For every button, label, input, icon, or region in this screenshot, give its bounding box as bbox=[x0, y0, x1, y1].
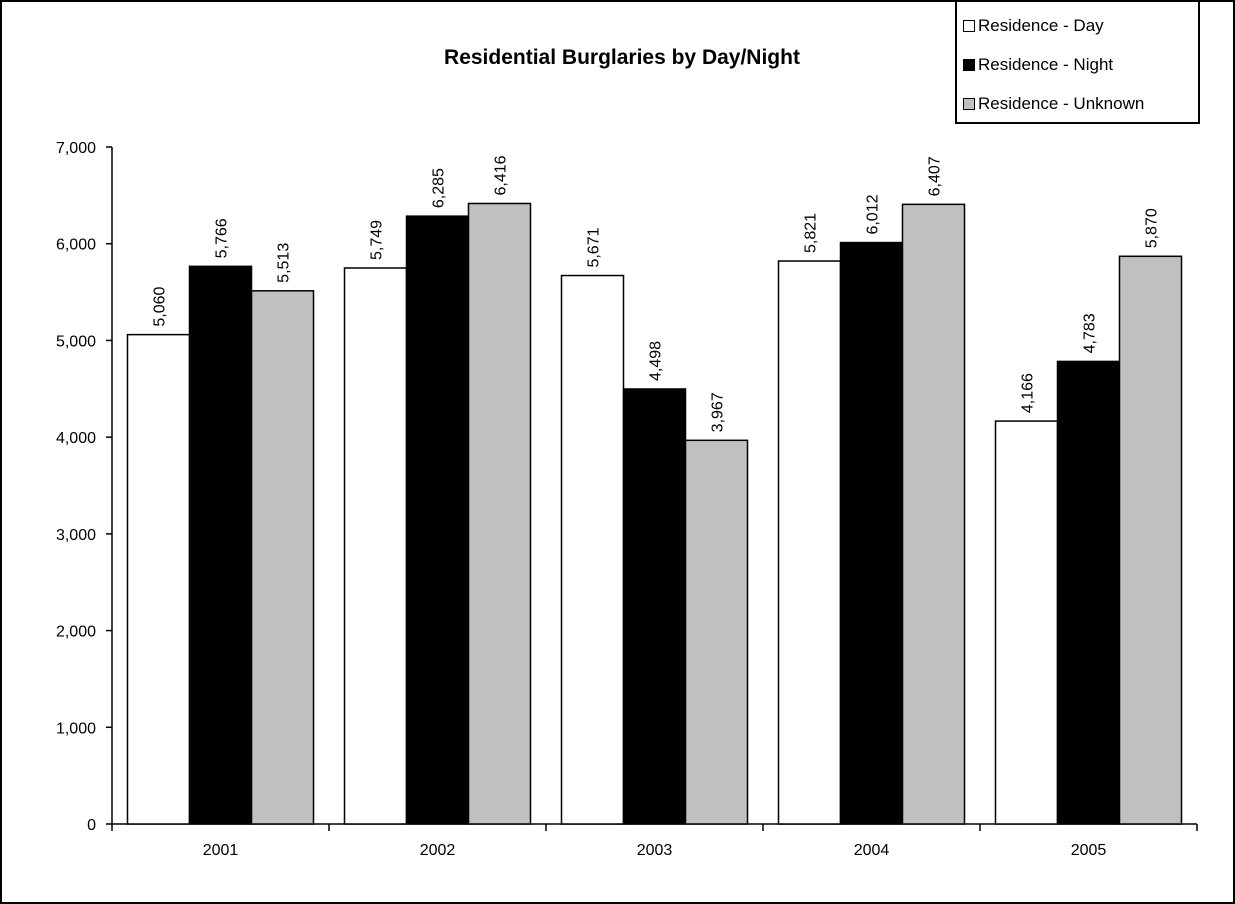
legend-item-day: Residence - Day bbox=[963, 6, 1198, 45]
bar-residence-day-2001 bbox=[126, 333, 191, 825]
data-label: 5,766 bbox=[214, 218, 231, 258]
legend-label-day: Residence - Day bbox=[978, 15, 1104, 35]
bar-residence-night-2005 bbox=[1056, 360, 1121, 825]
bar-residence-unknown-2003 bbox=[684, 439, 749, 825]
bar-residence-unknown-2004 bbox=[901, 203, 966, 825]
data-label: 4,166 bbox=[1020, 373, 1037, 413]
data-label: 3,967 bbox=[710, 392, 727, 432]
legend-swatch-day bbox=[963, 19, 975, 32]
data-labels: 5,060 5,766 5,513 5,749 6,285 6,416 5,671 4,498… bbox=[152, 155, 1161, 432]
y-tick-label: 2,000 bbox=[56, 624, 96, 641]
bar-residence-night-2004 bbox=[839, 241, 904, 825]
data-label: 5,671 bbox=[586, 227, 603, 267]
y-tick-label: 5,000 bbox=[56, 333, 96, 350]
legend-swatch-unknown bbox=[963, 97, 975, 110]
data-label: 5,821 bbox=[803, 213, 820, 253]
bars bbox=[126, 202, 1183, 825]
y-tick-label: 0 bbox=[87, 817, 96, 834]
data-label: 6,012 bbox=[865, 194, 882, 234]
data-label: 5,513 bbox=[276, 243, 293, 283]
legend-swatch-night bbox=[963, 58, 975, 71]
bar-residence-day-2002 bbox=[343, 267, 408, 825]
data-label: 6,416 bbox=[493, 155, 510, 195]
data-label: 6,407 bbox=[927, 156, 944, 196]
y-tick-label: 6,000 bbox=[56, 237, 96, 254]
data-label: 5,870 bbox=[1144, 208, 1161, 248]
y-tick-label: 4,000 bbox=[56, 430, 96, 447]
bar-residence-unknown-2002 bbox=[467, 202, 532, 825]
data-label: 5,749 bbox=[369, 220, 386, 260]
chart-title: Residential Burglaries by Day/Night bbox=[444, 46, 800, 69]
data-label: 4,498 bbox=[648, 341, 665, 381]
bar-residence-unknown-2005 bbox=[1118, 255, 1183, 825]
bar-residence-night-2001 bbox=[188, 265, 253, 825]
x-category-label: 2002 bbox=[420, 842, 456, 859]
bar-residence-day-2005 bbox=[994, 420, 1059, 825]
data-label: 4,783 bbox=[1082, 313, 1099, 353]
x-category-label: 2001 bbox=[203, 842, 239, 859]
data-label: 5,060 bbox=[152, 286, 169, 326]
y-tick-label: 3,000 bbox=[56, 527, 96, 544]
legend-label-unknown: Residence - Unknown bbox=[978, 93, 1145, 113]
legend-item-night: Residence - Night bbox=[963, 45, 1198, 84]
y-tick-label: 1,000 bbox=[56, 720, 96, 737]
y-tick-label: 7,000 bbox=[56, 140, 96, 157]
legend: Residence - Day Residence - Night Reside… bbox=[955, 0, 1200, 124]
legend-label-night: Residence - Night bbox=[978, 54, 1114, 74]
bar-residence-night-2003 bbox=[622, 388, 687, 825]
x-category-label: 2004 bbox=[854, 842, 890, 859]
x-category-label: 2003 bbox=[637, 842, 673, 859]
bar-residence-day-2004 bbox=[777, 260, 842, 825]
x-category-label: 2005 bbox=[1071, 842, 1107, 859]
data-label: 6,285 bbox=[431, 168, 448, 208]
bar-residence-unknown-2001 bbox=[250, 290, 315, 825]
legend-item-unknown: Residence - Unknown bbox=[963, 84, 1198, 123]
bar-residence-day-2003 bbox=[560, 274, 625, 825]
bar-residence-night-2002 bbox=[405, 215, 470, 825]
